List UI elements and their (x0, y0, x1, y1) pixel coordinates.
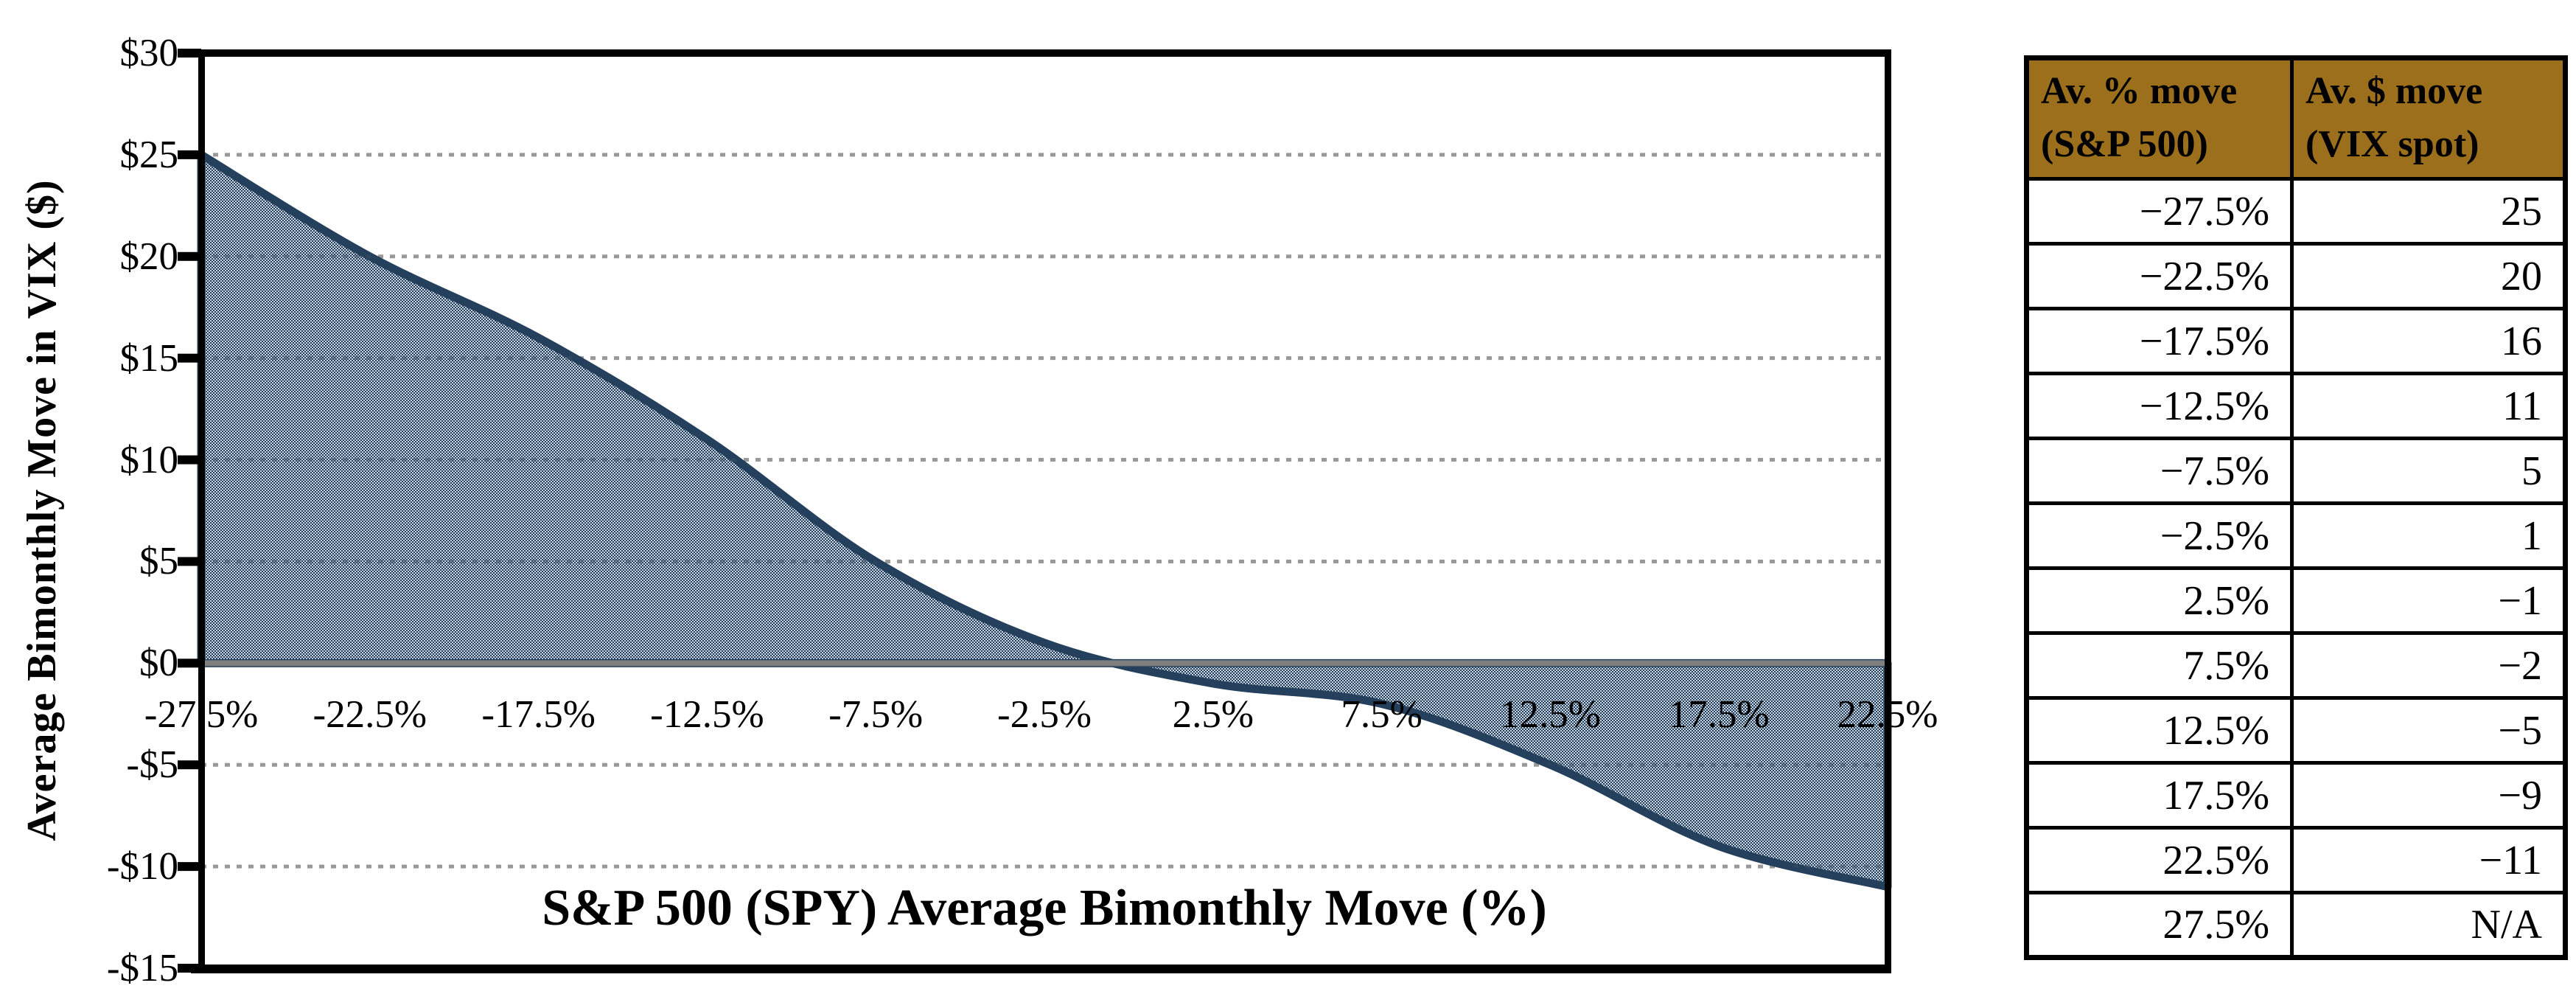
usd-move-cell: 25 (2290, 177, 2567, 246)
table-row: 7.5% −2 (2025, 631, 2567, 700)
usd-move-cell: −1 (2290, 566, 2567, 635)
table-row: −2.5% 1 (2025, 501, 2567, 570)
y-tick-label: $25 (119, 133, 179, 176)
usd-move-cell: N/A (2290, 891, 2567, 959)
x-tick-label: 2.5% (1172, 693, 1254, 736)
x-tick-label: -12.5% (650, 693, 764, 736)
usd-move-cell: 16 (2290, 307, 2567, 375)
x-axis-title: S&P 500 (SPY) Average Bimonthly Move (%) (542, 880, 1547, 936)
usd-move-cell: 11 (2290, 372, 2567, 440)
y-tick-label: $20 (119, 234, 179, 278)
usd-move-cell: −9 (2290, 761, 2567, 830)
table-header-row: Av. % move (S&P 500) Av. $ move (VIX spo… (2025, 56, 2567, 181)
table-header-pct-move: Av. % move (S&P 500) (2025, 56, 2294, 181)
y-axis-tick (178, 353, 201, 363)
table-row: 12.5% −5 (2025, 696, 2567, 765)
x-tick-label: -2.5% (996, 693, 1092, 736)
summary-table: Av. % move (S&P 500) Av. $ move (VIX spo… (2024, 55, 2568, 960)
y-tick-label: $5 (139, 540, 178, 583)
y-tick-label: -$15 (106, 947, 178, 990)
table-row: 22.5% −11 (2025, 826, 2567, 894)
usd-move-cell: −2 (2290, 631, 2567, 700)
pct-move-cell: −12.5% (2025, 372, 2294, 440)
pct-move-cell: −2.5% (2025, 501, 2294, 570)
table-row: −7.5% 5 (2025, 437, 2567, 505)
x-tick-label: -27.5% (144, 693, 259, 736)
x-tick-label: 12.5% (1499, 693, 1601, 736)
pct-move-cell: 2.5% (2025, 566, 2294, 635)
pct-move-cell: 17.5% (2025, 761, 2294, 830)
pct-move-cell: 12.5% (2025, 696, 2294, 765)
table-row: −22.5% 20 (2025, 242, 2567, 310)
table-row: 17.5% −9 (2025, 761, 2567, 830)
x-tick-label: 22.5% (1837, 693, 1938, 736)
y-axis-tick (178, 455, 201, 465)
y-axis-tick (178, 557, 201, 566)
table-row: 2.5% −1 (2025, 566, 2567, 635)
usd-move-cell: 5 (2290, 437, 2567, 505)
pct-move-cell: 22.5% (2025, 826, 2294, 894)
y-axis-tick (178, 658, 201, 668)
table-row: −12.5% 11 (2025, 372, 2567, 440)
y-tick-label: $30 (119, 32, 179, 74)
pct-move-cell: −22.5% (2025, 242, 2294, 310)
x-tick-label: -22.5% (313, 693, 427, 736)
summary-table-body: −27.5% 25 −22.5% 20 −17.5% 16 −12.5% 11 −7.5% 5 −2… (2025, 177, 2567, 959)
y-axis-tick (178, 964, 201, 973)
area-chart-plot (178, 49, 1892, 973)
pct-move-cell: −7.5% (2025, 437, 2294, 505)
usd-move-cell: −5 (2290, 696, 2567, 765)
y-axis-tick (178, 251, 201, 261)
x-tick-label: -7.5% (828, 693, 924, 736)
area-series (197, 150, 1892, 892)
x-tick-label: -17.5% (481, 693, 596, 736)
pct-move-cell: −17.5% (2025, 307, 2294, 375)
y-tick-label: $10 (119, 438, 179, 482)
usd-move-cell: 1 (2290, 501, 2567, 570)
y-axis-tick (178, 760, 201, 770)
y-axis-tick (178, 862, 201, 872)
y-tick-label: $0 (139, 642, 178, 685)
table-header-usd-move: Av. $ move (VIX spot) (2290, 56, 2567, 181)
table-row: −27.5% 25 (2025, 177, 2567, 246)
pct-move-cell: −27.5% (2025, 177, 2294, 246)
summary-table-header: Av. % move (S&P 500) Av. $ move (VIX spo… (2025, 56, 2567, 181)
usd-move-cell: −11 (2290, 826, 2567, 894)
pct-move-cell: 7.5% (2025, 631, 2294, 700)
x-tick-label: 7.5% (1341, 693, 1423, 736)
pct-move-cell: 27.5% (2025, 891, 2294, 959)
usd-move-cell: 20 (2290, 242, 2567, 310)
y-axis-tick (178, 49, 201, 58)
table-row: 27.5% N/A (2025, 891, 2567, 959)
plot-border (178, 49, 1891, 973)
x-tick-label: 17.5% (1668, 693, 1770, 736)
y-tick-label: -$10 (106, 845, 178, 889)
y-axis-tick (178, 150, 201, 159)
table-row: −17.5% 16 (2025, 307, 2567, 375)
y-tick-label: -$5 (126, 743, 178, 787)
y-tick-label: $15 (119, 336, 179, 380)
